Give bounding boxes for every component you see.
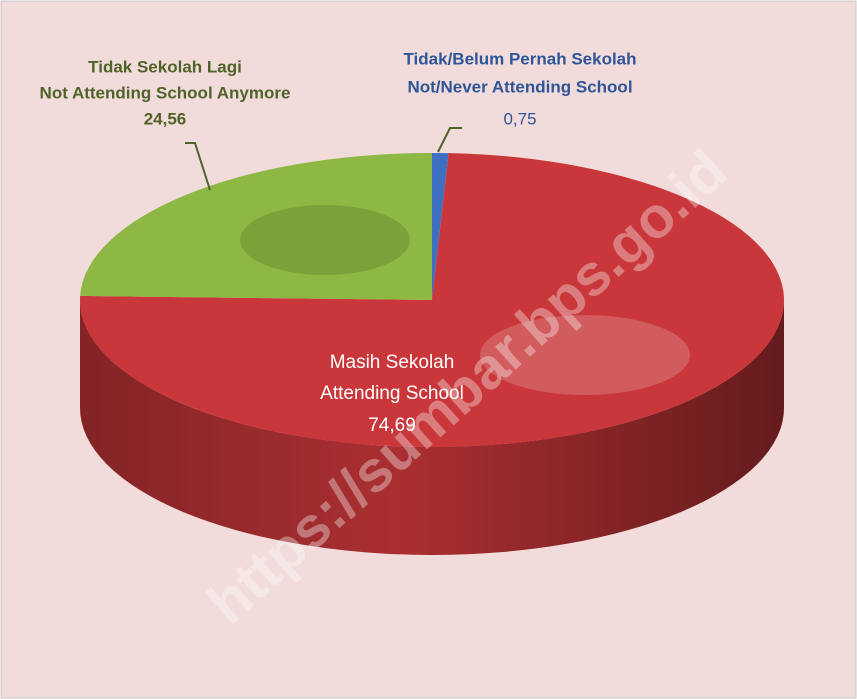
- slice-label: Not/Never Attending School: [407, 77, 632, 96]
- page: Tidak/Belum Pernah Sekolah Not/Never Atte…: [0, 0, 857, 699]
- slice-label: Not Attending School Anymore: [40, 83, 291, 102]
- value-label: 24,56: [144, 109, 187, 128]
- slice-label: Masih Sekolah: [330, 352, 455, 373]
- slice-label: Tidak Sekolah Lagi: [88, 57, 242, 76]
- chart: Tidak/Belum Pernah Sekolah Not/Never Atte…: [0, 0, 857, 699]
- illustration-shadow: [240, 205, 410, 275]
- slice-label: Tidak/Belum Pernah Sekolah: [403, 49, 636, 68]
- value-label: 0,75: [503, 109, 536, 128]
